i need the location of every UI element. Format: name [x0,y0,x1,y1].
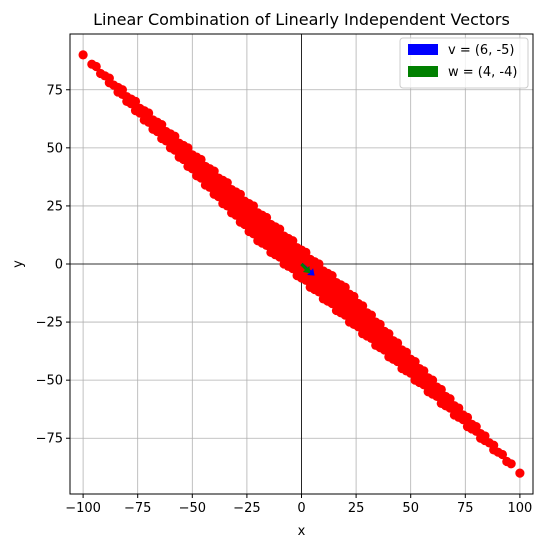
scatter-point [249,201,258,210]
y-tick-label: −75 [36,432,63,447]
scatter-point [79,50,88,59]
scatter-point [498,450,507,459]
scatter-point [402,348,411,357]
scatter-point [367,311,376,320]
scatter-point [118,85,127,94]
legend-label-v: v = (6, -5) [448,43,515,58]
y-tick-label: 75 [46,83,63,98]
scatter-point [314,259,323,268]
scatter-point [419,366,428,375]
y-axis-label: y [11,260,26,268]
x-tick-label: −50 [179,501,206,516]
x-tick-label: 50 [402,501,419,516]
scatter-point [92,62,101,71]
y-tick-label: 0 [55,258,63,273]
scatter-point [437,385,446,394]
scatter-point [445,394,454,403]
scatter-point [428,376,437,385]
scatter-point [196,155,205,164]
scatter-point [157,120,166,129]
scatter-point [384,329,393,338]
scatter-point [105,74,114,83]
scatter-point [223,178,232,187]
x-tick-label: 0 [297,501,305,516]
scatter-point [489,441,498,450]
scatter-point [301,248,310,257]
scatter-point [131,97,140,106]
scatter-point [236,190,245,199]
scatter-point [480,431,489,440]
scatter-point [210,166,219,175]
x-tick-label: 100 [507,501,532,516]
y-tick-label: 50 [46,141,63,156]
scatter-point [183,143,192,152]
x-axis-label: x [298,524,306,539]
scatter-point [410,357,419,366]
scatter-point [472,422,481,431]
x-tick-label: −25 [233,501,260,516]
scatter-point [358,301,367,310]
scatter-point [288,236,297,245]
scatter-point [170,132,179,141]
y-tick-label: 25 [46,199,63,214]
x-tick-label: 75 [457,501,474,516]
scatter-point [341,283,350,292]
scatter-point [262,213,271,222]
legend: v = (6, -5) w = (4, -4) [400,38,528,88]
x-tick-label: 25 [348,501,365,516]
scatter-point [144,108,153,117]
scatter-point [463,413,472,422]
scatter-point [327,271,336,280]
scatter-point [275,225,284,234]
scatter-point [454,403,463,412]
scatter-point [393,338,402,347]
scatter-point [349,292,358,301]
y-tick-label: −50 [36,374,63,389]
legend-swatch-w [408,66,438,77]
scatter-point [507,459,516,468]
chart-title: Linear Combination of Linearly Independe… [93,10,510,29]
x-tick-label: −75 [124,501,151,516]
x-tick-label: −100 [65,501,101,516]
legend-label-w: w = (4, -4) [448,65,517,80]
scatter-point [376,320,385,329]
scatter-point [515,468,524,477]
y-tick-label: −25 [36,316,63,331]
legend-swatch-v [408,44,438,55]
